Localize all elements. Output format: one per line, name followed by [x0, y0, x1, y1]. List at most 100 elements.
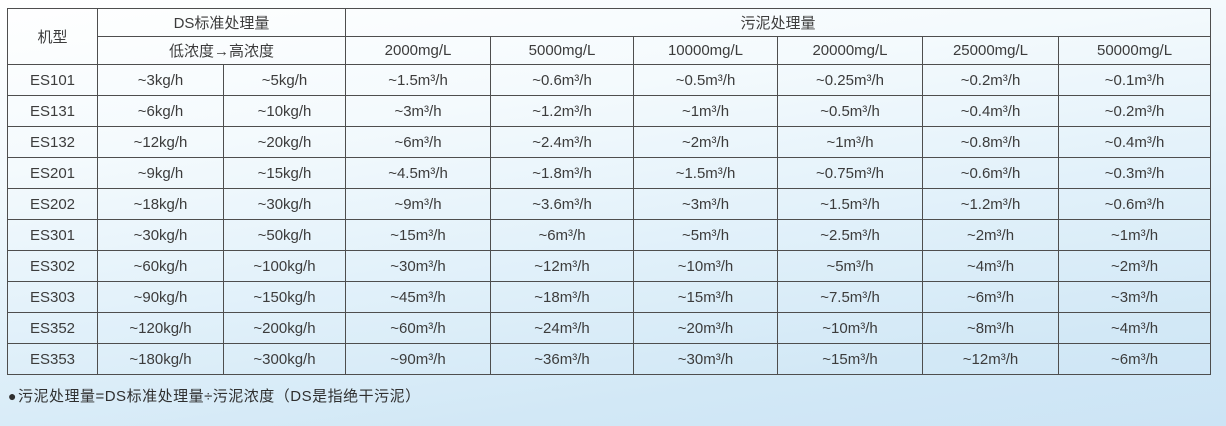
ds-capacity-cell: ~30kg/h [97, 219, 224, 251]
sludge-capacity-cell: ~0.75m³/h [777, 157, 923, 189]
sludge-capacity-cell: ~0.3m³/h [1057, 157, 1212, 189]
footnote: ●污泥处理量=DS标准处理量÷污泥浓度（DS是指绝干污泥） [8, 385, 421, 406]
sludge-capacity-cell: ~0.6m³/h [922, 157, 1059, 189]
ds-capacity-cell: ~200kg/h [223, 312, 346, 344]
sludge-capacity-cell: ~6m³/h [1057, 343, 1212, 375]
sludge-capacity-cell: ~18m³/h [490, 281, 634, 313]
sludge-capacity-cell: ~3m³/h [1057, 281, 1212, 313]
table-row: ES302 ~60kg/h ~100kg/h ~30m³/h ~12m³/h ~10m³/… [7, 250, 1212, 282]
table-body: ES101 ~3kg/h ~5kg/h ~1.5m³/h ~0.6m³/h ~0.5m³/… [7, 64, 1212, 375]
ds-capacity-cell: ~3kg/h [97, 64, 224, 96]
sludge-capacity-cell: ~6m³/h [490, 219, 634, 251]
sludge-capacity-cell: ~90m³/h [345, 343, 491, 375]
sludge-capacity-cell: ~6m³/h [922, 281, 1059, 313]
sludge-capacity-cell: ~60m³/h [345, 312, 491, 344]
sludge-capacity-cell: ~15m³/h [345, 219, 491, 251]
table-row: ES301 ~30kg/h ~50kg/h ~15m³/h ~6m³/h ~5m³/h ~2… [7, 219, 1212, 251]
table-row: ES131 ~6kg/h ~10kg/h ~3m³/h ~1.2m³/h ~1m³/h ~0… [7, 95, 1212, 127]
sludge-capacity-cell: ~3m³/h [633, 188, 778, 220]
header-concentration-20000: 20000mg/L [777, 36, 923, 65]
ds-capacity-cell: ~120kg/h [97, 312, 224, 344]
header-row-subcolumns: 低浓度→高浓度 2000mg/L 5000mg/L 10000mg/L 2000… [8, 36, 1212, 65]
sludge-capacity-cell: ~0.5m³/h [633, 64, 778, 96]
sludge-capacity-cell: ~1.8m³/h [490, 157, 634, 189]
ds-capacity-cell: ~12kg/h [97, 126, 224, 158]
sludge-capacity-cell: ~1.2m³/h [922, 188, 1059, 220]
sludge-capacity-cell: ~4.5m³/h [345, 157, 491, 189]
model-cell: ES202 [7, 188, 98, 220]
table-row: ES101 ~3kg/h ~5kg/h ~1.5m³/h ~0.6m³/h ~0.5m³/… [7, 64, 1212, 96]
header-concentration-25000: 25000mg/L [922, 36, 1059, 65]
sludge-capacity-cell: ~7.5m³/h [777, 281, 923, 313]
sludge-capacity-cell: ~10m³/h [633, 250, 778, 282]
model-cell: ES131 [7, 95, 98, 127]
sludge-capacity-cell: ~2.4m³/h [490, 126, 634, 158]
sludge-capacity-cell: ~0.8m³/h [922, 126, 1059, 158]
sludge-capacity-cell: ~12m³/h [922, 343, 1059, 375]
sludge-capacity-cell: ~0.2m³/h [1057, 95, 1212, 127]
capacity-spec-table: 机型 DS标准处理量 污泥处理量 低浓度→高浓度 2000mg/L 5000mg… [7, 8, 1212, 375]
sludge-capacity-cell: ~0.6m³/h [490, 64, 634, 96]
header-sludge-group: 污泥处理量 [344, 8, 1212, 37]
footnote-text: 污泥处理量=DS标准处理量÷污泥浓度（DS是指绝干污泥） [17, 388, 421, 405]
ds-capacity-cell: ~18kg/h [97, 188, 224, 220]
sludge-capacity-cell: ~0.4m³/h [1057, 126, 1212, 158]
sludge-capacity-cell: ~0.2m³/h [922, 64, 1059, 96]
sludge-capacity-cell: ~4m³/h [1057, 312, 1212, 344]
sludge-capacity-cell: ~0.1m³/h [1057, 64, 1212, 96]
sludge-capacity-cell: ~1.5m³/h [777, 188, 923, 220]
sludge-capacity-cell: ~5m³/h [633, 219, 778, 251]
header-concentration-5000: 5000mg/L [490, 36, 634, 65]
ds-capacity-cell: ~30kg/h [223, 188, 346, 220]
sludge-capacity-cell: ~12m³/h [490, 250, 634, 282]
sludge-capacity-cell: ~9m³/h [345, 188, 491, 220]
table-header: 机型 DS标准处理量 污泥处理量 低浓度→高浓度 2000mg/L 5000mg… [7, 8, 1212, 65]
sludge-capacity-cell: ~1.2m³/h [490, 95, 634, 127]
header-row-groups: 机型 DS标准处理量 污泥处理量 [7, 8, 1212, 65]
ds-capacity-cell: ~9kg/h [97, 157, 224, 189]
ds-capacity-cell: ~100kg/h [223, 250, 346, 282]
model-cell: ES301 [7, 219, 98, 251]
ds-capacity-cell: ~300kg/h [223, 343, 346, 375]
model-cell: ES353 [7, 343, 98, 375]
sludge-capacity-cell: ~3m³/h [345, 95, 491, 127]
sludge-capacity-cell: ~45m³/h [345, 281, 491, 313]
sludge-capacity-cell: ~24m³/h [490, 312, 634, 344]
ds-capacity-cell: ~150kg/h [223, 281, 346, 313]
table-row: ES352 ~120kg/h ~200kg/h ~60m³/h ~24m³/h ~20m³… [7, 312, 1212, 344]
sludge-capacity-cell: ~2.5m³/h [777, 219, 923, 251]
sludge-capacity-cell: ~10m³/h [777, 312, 923, 344]
sludge-capacity-cell: ~0.25m³/h [777, 64, 923, 96]
table-row: ES202 ~18kg/h ~30kg/h ~9m³/h ~3.6m³/h ~3m³/h ~… [7, 188, 1212, 220]
sludge-capacity-cell: ~3.6m³/h [490, 188, 634, 220]
header-ds-sub: 低浓度→高浓度 [97, 36, 346, 65]
sludge-capacity-cell: ~36m³/h [490, 343, 634, 375]
header-ds-group: DS标准处理量 [97, 8, 346, 37]
sludge-capacity-cell: ~2m³/h [633, 126, 778, 158]
model-cell: ES132 [7, 126, 98, 158]
header-model: 机型 [7, 8, 98, 65]
sludge-capacity-cell: ~20m³/h [633, 312, 778, 344]
table-row: ES303 ~90kg/h ~150kg/h ~45m³/h ~18m³/h ~15m³/… [7, 281, 1212, 313]
ds-capacity-cell: ~10kg/h [223, 95, 346, 127]
ds-capacity-cell: ~15kg/h [223, 157, 346, 189]
sludge-capacity-cell: ~2m³/h [1057, 250, 1212, 282]
header-concentration-10000: 10000mg/L [633, 36, 778, 65]
sludge-capacity-cell: ~1.5m³/h [345, 64, 491, 96]
sludge-capacity-cell: ~15m³/h [633, 281, 778, 313]
header-concentration-50000: 50000mg/L [1057, 36, 1212, 65]
sludge-capacity-cell: ~8m³/h [922, 312, 1059, 344]
ds-capacity-cell: ~50kg/h [223, 219, 346, 251]
ds-capacity-cell: ~6kg/h [97, 95, 224, 127]
ds-capacity-cell: ~180kg/h [97, 343, 224, 375]
ds-capacity-cell: ~60kg/h [97, 250, 224, 282]
sludge-capacity-cell: ~1m³/h [1057, 219, 1212, 251]
model-cell: ES352 [7, 312, 98, 344]
model-cell: ES101 [7, 64, 98, 96]
table-row: ES201 ~9kg/h ~15kg/h ~4.5m³/h ~1.8m³/h ~1.5m³… [7, 157, 1212, 189]
bullet-icon: ● [8, 388, 17, 404]
model-cell: ES201 [7, 157, 98, 189]
sludge-capacity-cell: ~1m³/h [633, 95, 778, 127]
ds-capacity-cell: ~20kg/h [223, 126, 346, 158]
table-row: ES353 ~180kg/h ~300kg/h ~90m³/h ~36m³/h ~30m³… [7, 343, 1212, 375]
